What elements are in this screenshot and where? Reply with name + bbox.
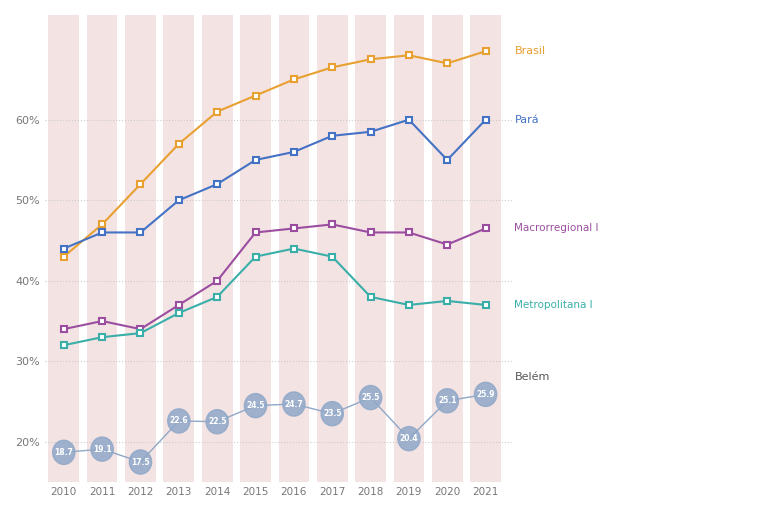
Ellipse shape [129, 450, 151, 474]
Ellipse shape [475, 382, 497, 407]
Text: 19.1: 19.1 [93, 444, 111, 454]
Ellipse shape [206, 410, 228, 434]
Text: Metropolitana I: Metropolitana I [515, 300, 593, 310]
Ellipse shape [53, 440, 75, 464]
Text: Belém: Belém [515, 372, 550, 382]
Text: Macrorregional I: Macrorregional I [515, 223, 599, 233]
Bar [279, 15, 310, 482]
Bar [125, 15, 156, 482]
Ellipse shape [244, 394, 266, 418]
Ellipse shape [321, 401, 343, 426]
Bar [470, 15, 501, 482]
Ellipse shape [167, 409, 190, 433]
Text: 25.1: 25.1 [438, 396, 456, 406]
Bar [356, 15, 386, 482]
Text: 24.5: 24.5 [247, 401, 265, 410]
Bar [432, 15, 462, 482]
Ellipse shape [436, 389, 458, 413]
Text: 17.5: 17.5 [131, 458, 150, 466]
Text: Pará: Pará [515, 115, 539, 125]
Text: Brasil: Brasil [515, 46, 545, 56]
Bar [393, 15, 424, 482]
Bar [48, 15, 79, 482]
Bar [317, 15, 348, 482]
Text: 22.5: 22.5 [208, 417, 227, 426]
Bar [202, 15, 233, 482]
Text: 24.7: 24.7 [284, 399, 303, 409]
Text: 22.6: 22.6 [170, 416, 188, 425]
Bar [87, 15, 118, 482]
Text: 20.4: 20.4 [399, 434, 419, 443]
Bar [164, 15, 194, 482]
Text: 18.7: 18.7 [55, 448, 73, 457]
Bar [240, 15, 271, 482]
Text: 25.5: 25.5 [362, 393, 379, 402]
Ellipse shape [359, 386, 382, 410]
Ellipse shape [91, 437, 113, 461]
Ellipse shape [398, 426, 420, 451]
Text: 25.9: 25.9 [476, 390, 495, 399]
Ellipse shape [283, 392, 305, 416]
Text: 23.5: 23.5 [323, 409, 342, 418]
